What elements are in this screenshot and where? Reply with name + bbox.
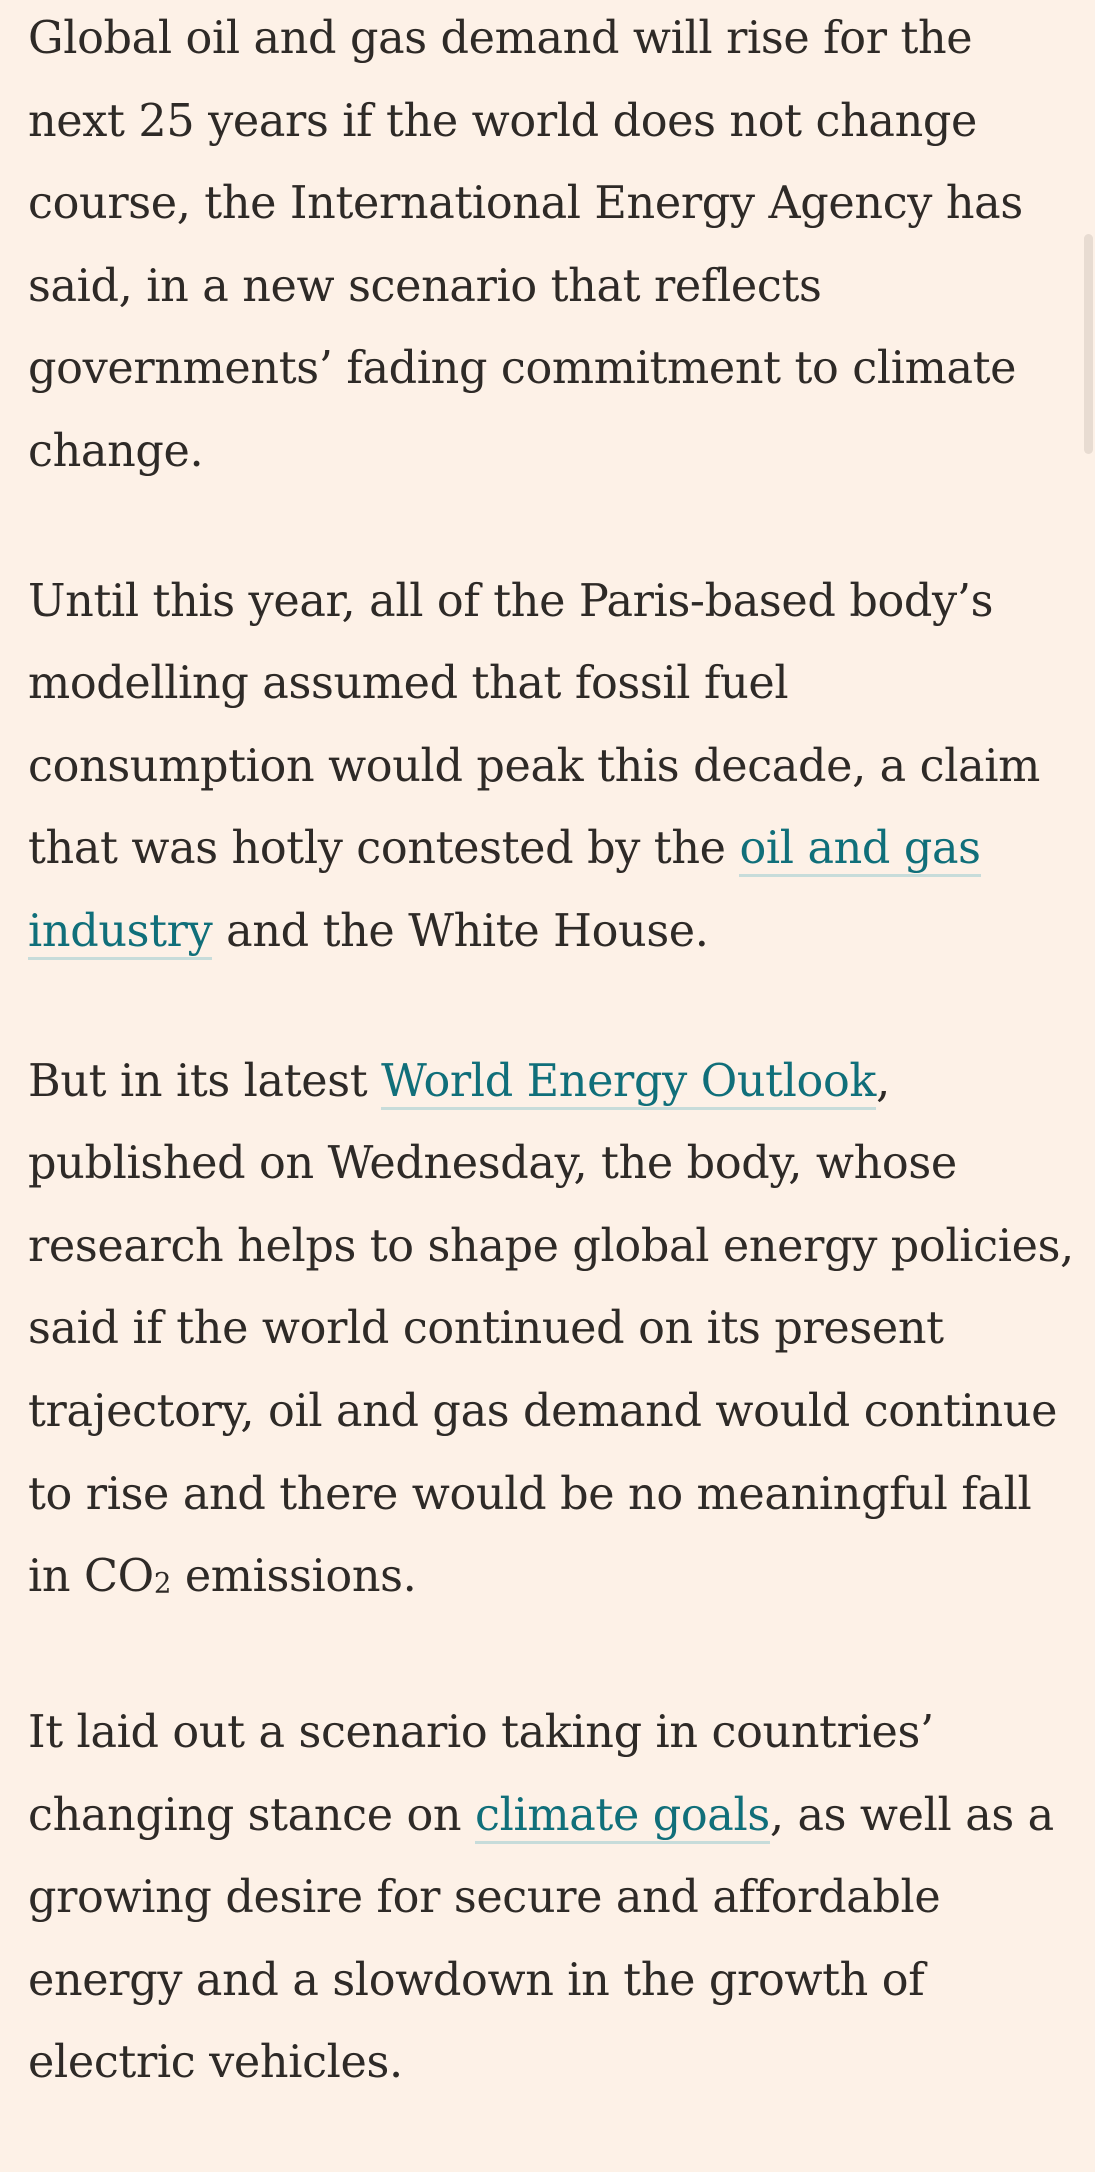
paragraph-1-text: Global oil and gas demand will rise for …: [28, 13, 1023, 477]
paragraph-2-text-before: Until this year, all of the Paris-based …: [28, 575, 1041, 875]
paragraph-3-text-middle: , published on Wednesday, the body, whos…: [28, 1055, 1074, 1603]
paragraph-2-text-after: and the White House.: [212, 905, 709, 957]
article-body: Global oil and gas demand will rise for …: [28, 0, 1078, 2172]
world-energy-outlook-link[interactable]: World Energy Outlook: [381, 1055, 876, 1110]
scrollbar-track[interactable]: [1081, 0, 1095, 2000]
climate-goals-link[interactable]: climate goals: [475, 1789, 770, 1844]
paragraph-3-text-after: emissions.: [171, 1551, 417, 1603]
oil-and-gas-industry-link[interactable]: oil and gas industry: [28, 823, 981, 960]
paragraph-3-text-before: But in its latest: [28, 1055, 382, 1107]
scrollbar-thumb[interactable]: [1084, 234, 1093, 454]
paragraph-3: But in its latest World Energy Outlook, …: [28, 1041, 1078, 1626]
paragraph-1: Global oil and gas demand will rise for …: [28, 0, 1078, 494]
paragraph-4-text-before: It laid out a scenario taking in countri…: [28, 1707, 934, 1841]
paragraph-2: Until this year, all of the Paris-based …: [28, 561, 1078, 974]
paragraph-4: It laid out a scenario taking in countri…: [28, 1692, 1078, 2105]
co2-subscript: 2: [153, 1566, 172, 1600]
